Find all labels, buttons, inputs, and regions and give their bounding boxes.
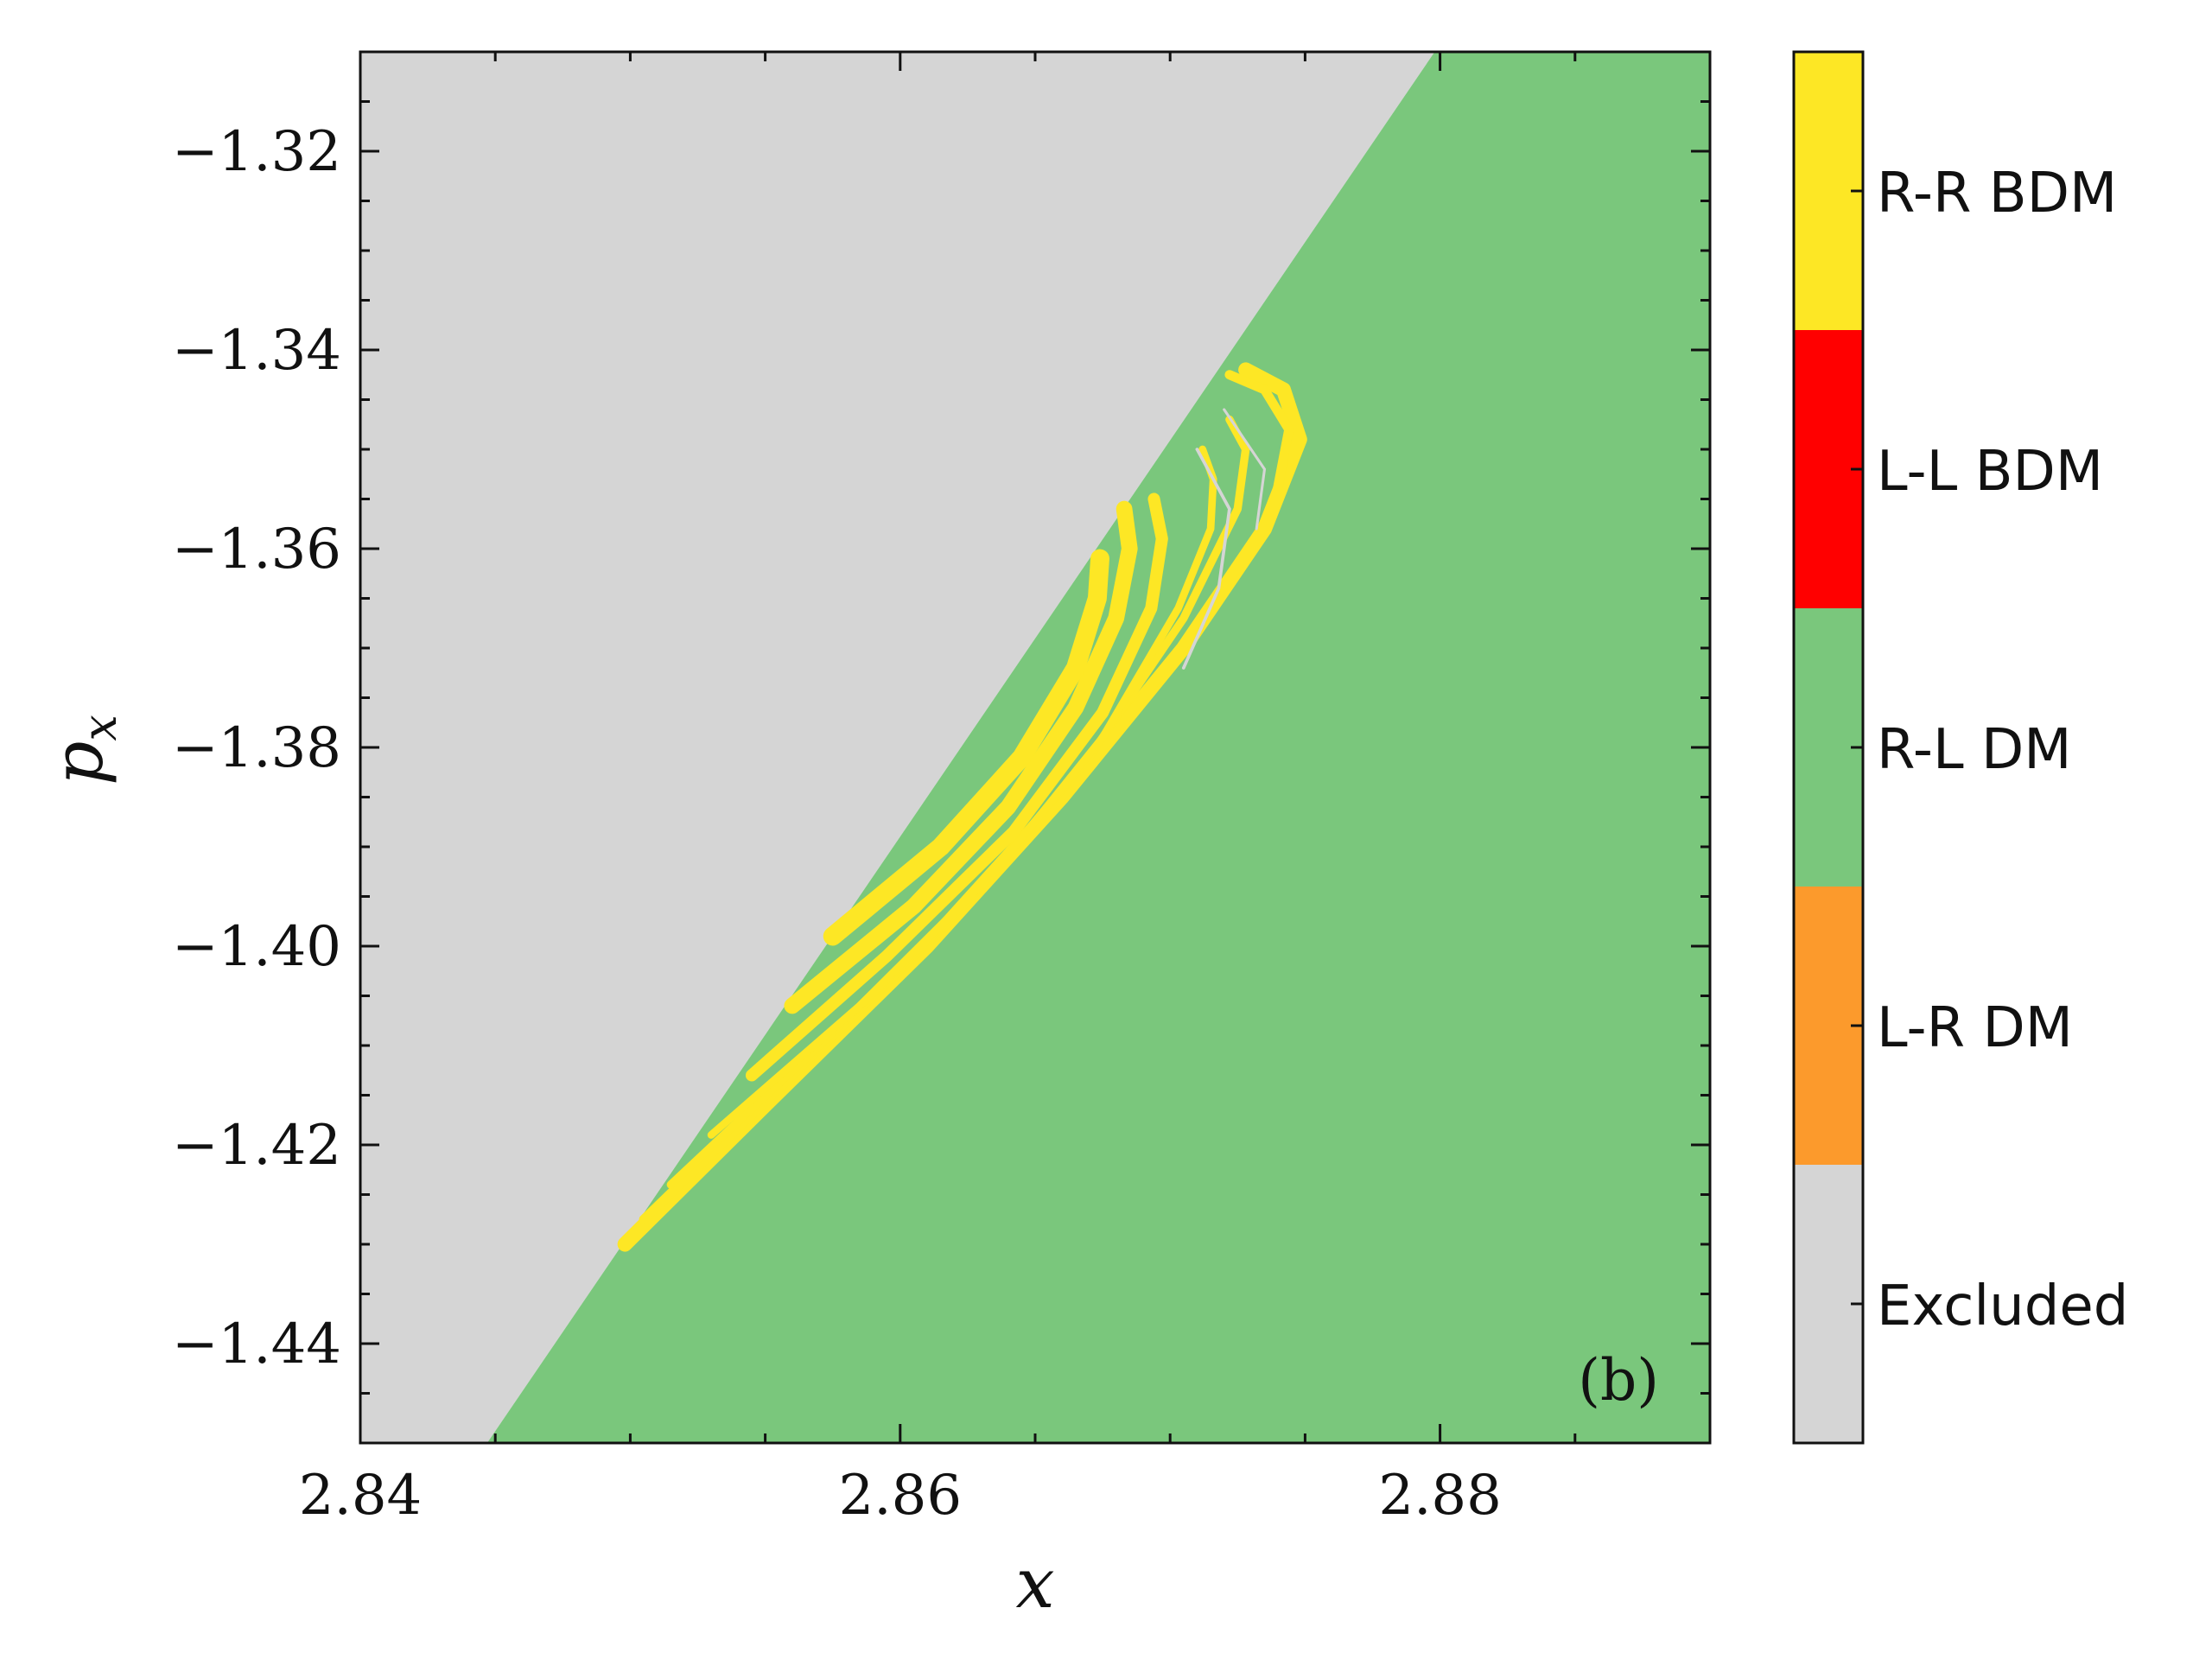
y-tick-label: −1.44 (172, 1313, 341, 1376)
colorbar-label: R-R BDM (1877, 162, 2117, 226)
y-tick-label: −1.40 (172, 915, 341, 979)
y-axis-label: px (38, 715, 127, 785)
panel-label: (b) (1578, 1347, 1659, 1414)
x-tick-label: 2.86 (839, 1464, 963, 1528)
svg-text:px: px (38, 715, 127, 785)
bdm-filament (823, 549, 1109, 946)
y-axis-label-sub: x (73, 715, 127, 741)
y-tick-label: −1.34 (172, 319, 341, 383)
bdm-filament (745, 493, 1168, 1082)
excluded-filament (1181, 448, 1231, 670)
colorbar-label: L-R DM (1877, 996, 2073, 1060)
colorbar-label: Excluded (1877, 1274, 2128, 1338)
bdm-filament (707, 445, 1217, 1139)
region-excluded (360, 52, 1435, 1443)
bdm-filament (784, 500, 1138, 1014)
x-axis-label: x (1015, 1543, 1054, 1624)
plot-area: 2.84 2.86 2.88 −1.32−1.34−1.36−1.38−1.40−1… (172, 50, 1712, 1528)
y-tick-label: −1.38 (172, 716, 341, 780)
colorbar-ticks: R-R BDM L-L BDM R-L DM L-R DM Excluded (1851, 162, 2128, 1338)
filaments (617, 362, 1307, 1252)
colorbar: R-R BDM L-L BDM R-L DM L-R DM Excluded (1792, 50, 2128, 1445)
excluded-filament (1223, 408, 1267, 531)
y-tick-label: −1.32 (172, 120, 341, 184)
y-axis-label-main: p (38, 741, 118, 785)
colorbar-label: R-L DM (1877, 718, 2071, 782)
x-tick-label: 2.84 (299, 1464, 423, 1528)
x-tick-label: 2.88 (1378, 1464, 1502, 1528)
y-tick-label: −1.42 (172, 1114, 341, 1178)
y-tick-label: −1.36 (172, 518, 341, 582)
y-ticks: −1.32 −1.34 −1.36 −1.38 −1.40 −1.42 −1.44 (172, 50, 1710, 1445)
colorbar-label: L-L BDM (1877, 440, 2103, 504)
x-ticks: 2.84 2.86 2.88 (299, 52, 1712, 1528)
